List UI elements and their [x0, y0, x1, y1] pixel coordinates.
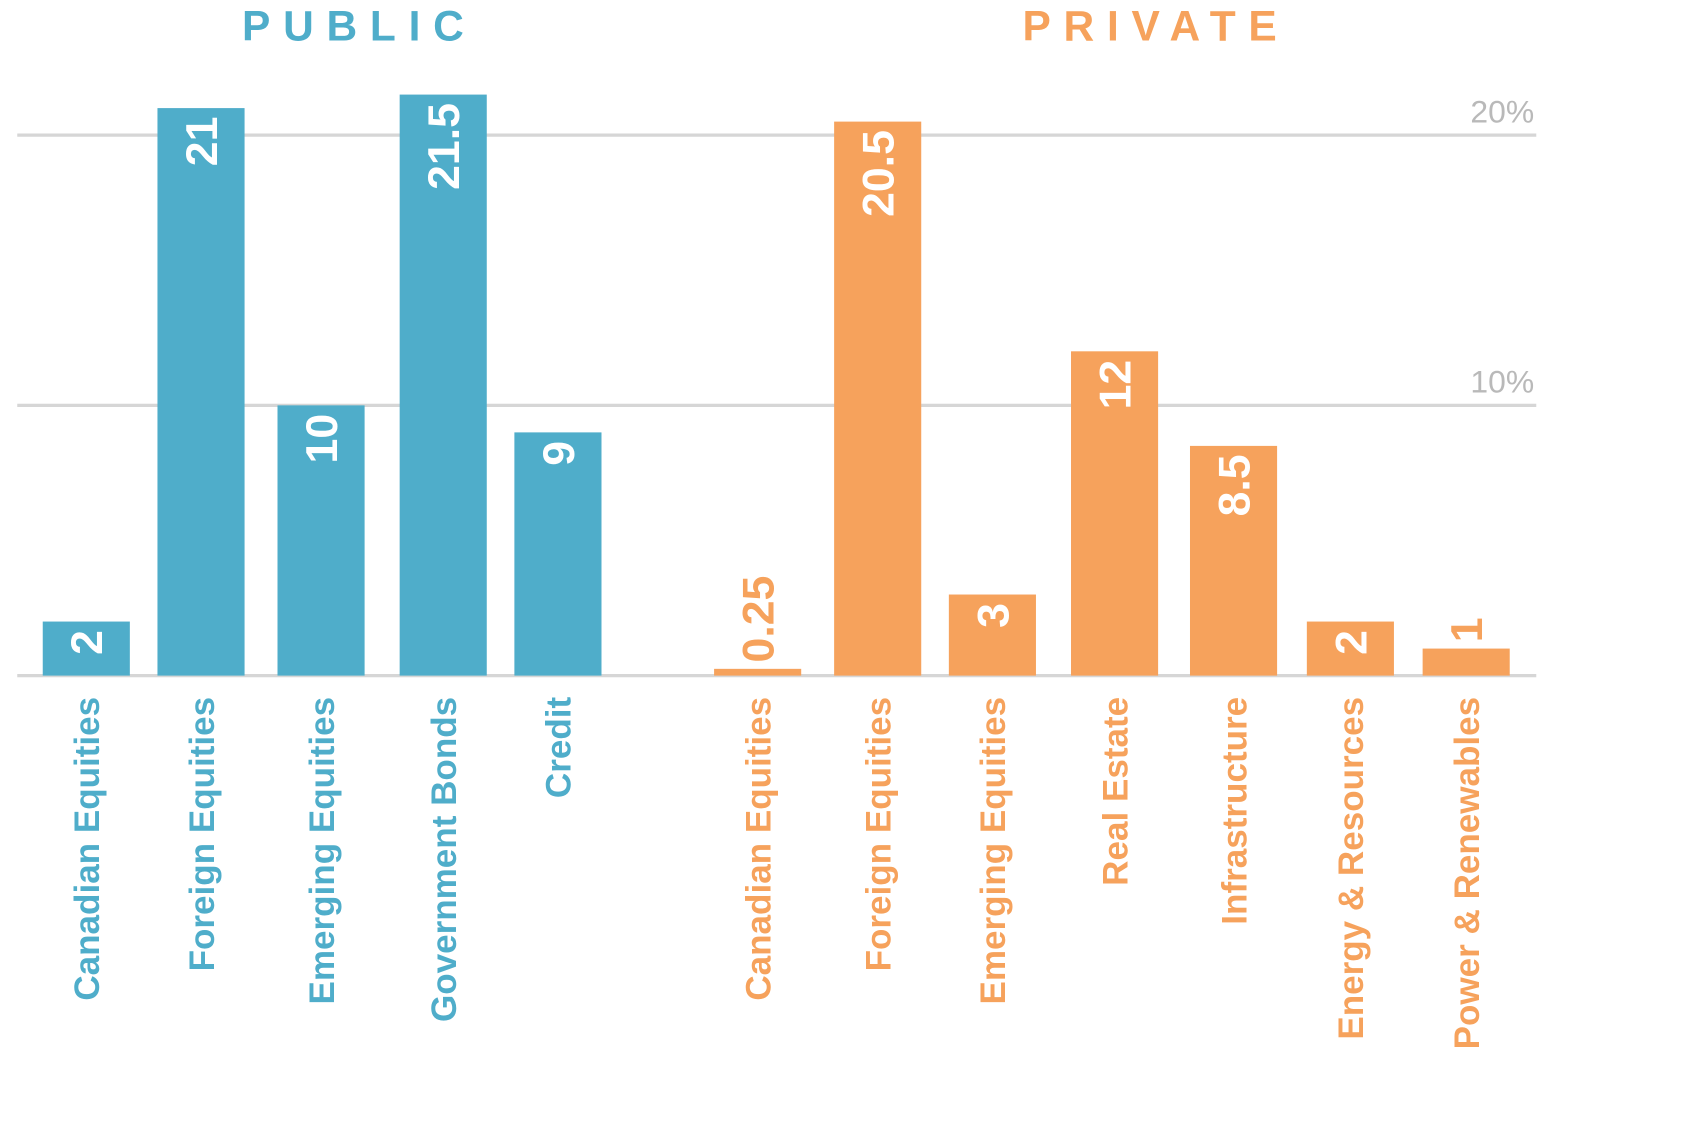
x-tick-label: Foreign Equities	[183, 697, 222, 972]
value-label: 8.5	[1210, 454, 1259, 516]
x-tick-label: Government Bonds	[425, 697, 464, 1022]
bar	[277, 405, 365, 676]
x-tick-label: Power & Renewables	[1448, 697, 1487, 1050]
y-tick-label: 10%	[1470, 364, 1534, 400]
bar	[834, 121, 922, 676]
x-tick-label: Foreign Equities	[859, 697, 898, 972]
y-tick-label: 20%	[1470, 93, 1534, 129]
x-tick-label: Canadian Equities	[68, 697, 107, 1001]
group-title: PRIVATE	[1022, 3, 1289, 50]
value-label: 2	[1327, 630, 1376, 655]
x-tick-label: Canadian Equities	[739, 697, 778, 1001]
bar	[157, 108, 245, 676]
x-tick-label: Emerging Equities	[974, 697, 1013, 1005]
value-label: 12	[1091, 360, 1140, 410]
x-tick-label: Real Estate	[1096, 697, 1135, 886]
value-label: 21.5	[420, 103, 469, 190]
bar	[1071, 351, 1159, 676]
value-label: 20.5	[855, 130, 904, 217]
value-label: 9	[535, 441, 584, 466]
value-label: 3	[969, 603, 1018, 628]
bar	[1189, 445, 1278, 676]
bar	[1422, 648, 1510, 676]
bar	[714, 668, 802, 676]
bar	[514, 432, 602, 676]
x-tick-label: Infrastructure	[1215, 697, 1254, 925]
bar	[42, 621, 130, 676]
group-title: PUBLIC	[242, 3, 477, 50]
value-label: 21	[178, 117, 227, 167]
x-tick-label: Emerging Equities	[303, 697, 342, 1005]
bar	[948, 594, 1036, 676]
value-label: 10	[298, 414, 347, 464]
value-label: 1	[1443, 617, 1492, 642]
x-tick-label: Credit	[540, 697, 579, 799]
bar	[399, 94, 487, 676]
bar	[1306, 621, 1394, 676]
value-label: 2	[63, 630, 112, 655]
x-tick-label: Energy & Resources	[1332, 697, 1371, 1040]
value-label: 0.25	[735, 576, 784, 663]
